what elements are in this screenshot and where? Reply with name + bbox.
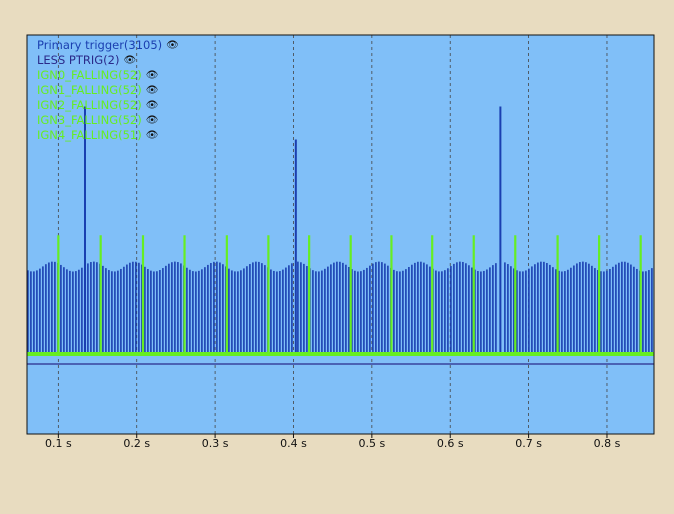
eye-icon[interactable]: 👁 (145, 100, 159, 111)
legend: Primary trigger(3105) 👁 LESS PTRIG(2) 👁 IGN0… (37, 38, 179, 143)
legend-item[interactable]: Primary trigger(3105) 👁 (37, 38, 179, 53)
tick-label: 0.2 s (123, 437, 150, 450)
eye-icon[interactable]: 👁 (166, 40, 179, 51)
tick-label: 0.4 s (280, 437, 307, 450)
legend-item[interactable]: IGN0_FALLING(52) 👁 (37, 68, 179, 83)
legend-label: LESS PTRIG(2) (37, 53, 120, 67)
tick-label: 0.1 s (45, 437, 72, 450)
x-axis-ticks: 0.1 s 0.2 s 0.3 s 0.4 s 0.5 s 0.6 s 0.7 s 0.8 s (45, 434, 621, 450)
eye-icon[interactable]: 👁 (145, 85, 159, 96)
legend-label: IGN2_FALLING(52) (37, 98, 142, 112)
eye-icon[interactable]: 👁 (123, 55, 137, 66)
legend-label: IGN0_FALLING(52) (37, 68, 142, 82)
legend-item[interactable]: IGN3_FALLING(52) 👁 (37, 113, 179, 128)
tick-label: 0.3 s (202, 437, 229, 450)
legend-label: Primary trigger(3105) (37, 38, 163, 52)
legend-label: IGN1_FALLING(52) (37, 83, 142, 97)
legend-item[interactable]: LESS PTRIG(2) 👁 (37, 53, 179, 68)
primary-trigger-series (27, 106, 653, 354)
tick-label: 0.8 s (594, 437, 621, 450)
grid (57, 35, 608, 434)
ign-series (27, 235, 654, 356)
legend-label: IGN3_FALLING(52) (37, 113, 142, 127)
legend-label: IGN4_FALLING(51) (37, 128, 142, 142)
eye-icon[interactable]: 👁 (145, 130, 159, 141)
eye-icon[interactable]: 👁 (145, 115, 159, 126)
plot-area (27, 35, 654, 434)
eye-icon[interactable]: 👁 (145, 70, 159, 81)
plot-border (26, 34, 655, 435)
legend-item[interactable]: IGN4_FALLING(51) 👁 (37, 128, 179, 143)
tick-label: 0.5 s (358, 437, 385, 450)
legend-item[interactable]: IGN2_FALLING(52) 👁 (37, 98, 179, 113)
tick-label: 0.7 s (515, 437, 542, 450)
legend-item[interactable]: IGN1_FALLING(52) 👁 (37, 83, 179, 98)
tick-label: 0.6 s (437, 437, 464, 450)
